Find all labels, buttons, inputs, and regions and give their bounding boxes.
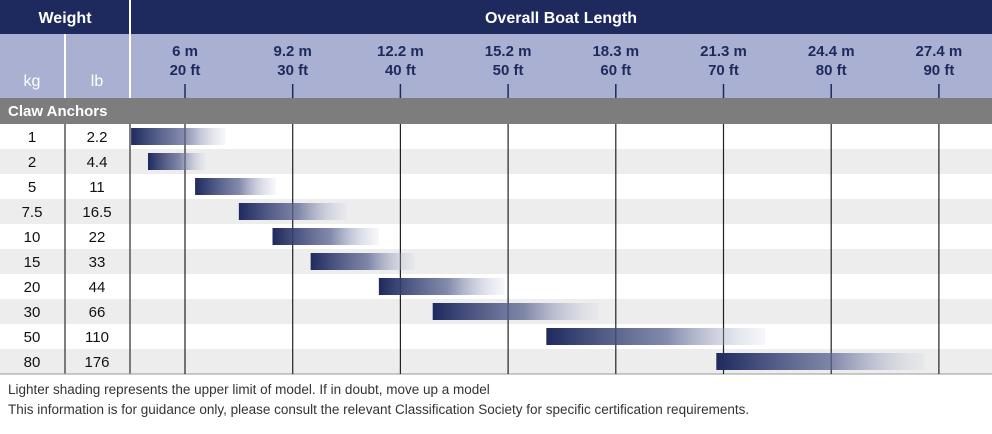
kg-cell: 5 <box>28 179 36 196</box>
range-bar <box>131 128 226 145</box>
lb-cell: 66 <box>89 304 106 321</box>
kg-cell: 30 <box>24 304 41 321</box>
kg-cell: 10 <box>24 229 41 246</box>
range-bar <box>238 203 347 220</box>
weight-header: Weight <box>38 10 92 27</box>
section-label: Claw Anchors <box>8 103 107 120</box>
kg-cell: 2 <box>28 154 36 171</box>
kg-cell: 20 <box>24 279 41 296</box>
tick-label-m: 21.3 m <box>700 43 747 60</box>
range-bar <box>195 178 276 195</box>
range-bar <box>272 228 379 245</box>
tick-label-ft: 60 ft <box>600 62 631 79</box>
kg-cell: 80 <box>24 354 41 371</box>
kg-cell: 15 <box>24 254 41 271</box>
tick-label-m: 24.4 m <box>808 43 855 60</box>
lb-header: lb <box>91 73 104 90</box>
bars-layer <box>131 128 925 370</box>
lb-cell: 44 <box>89 279 106 296</box>
range-bar <box>716 353 925 370</box>
subheader-band <box>0 34 992 98</box>
tick-label-ft: 70 ft <box>708 62 739 79</box>
tick-label-ft: 40 ft <box>385 62 416 79</box>
table-row <box>0 199 992 224</box>
tick-label-ft: 90 ft <box>923 62 954 79</box>
table-row <box>0 174 992 199</box>
tick-label-m: 18.3 m <box>592 43 639 60</box>
footnote-guidance: This information is for guidance only, p… <box>8 402 750 417</box>
tick-label-ft: 80 ft <box>816 62 847 79</box>
tick-label-m: 27.4 m <box>916 43 963 60</box>
tick-label-ft: 30 ft <box>277 62 308 79</box>
lb-cell: 110 <box>85 329 109 346</box>
range-bar <box>546 328 766 345</box>
range-bar <box>310 253 415 270</box>
kg-header: kg <box>24 73 41 90</box>
kg-cell: 7.5 <box>22 204 43 221</box>
lb-cell: 22 <box>89 229 106 246</box>
lb-cell: 16.5 <box>82 204 111 221</box>
range-bar <box>378 278 505 295</box>
tick-label-m: 15.2 m <box>485 43 532 60</box>
tick-label-ft: 20 ft <box>170 62 201 79</box>
header-band <box>0 0 992 34</box>
lb-cell: 4.4 <box>87 154 108 171</box>
grid-layer <box>0 124 992 375</box>
kg-cell: 1 <box>28 129 36 146</box>
lb-cell: 176 <box>84 354 109 371</box>
table-row <box>0 224 992 249</box>
tick-label-ft: 50 ft <box>493 62 524 79</box>
footnote-shading: Lighter shading represents the upper lim… <box>8 382 490 397</box>
anchor-chart: Weight Overall Boat Length kg lb Claw An… <box>0 0 992 375</box>
range-bar <box>147 153 206 170</box>
range-bar <box>432 303 599 320</box>
tick-label-m: 6 m <box>172 43 198 60</box>
length-header: Overall Boat Length <box>485 10 637 27</box>
table-row <box>0 324 992 349</box>
ticks-layer: 6 m 20 ft 9.2 m 30 ft 12.2 m 40 ft 15.2 m 50 ft… <box>170 43 963 98</box>
lb-cell: 2.2 <box>87 129 108 146</box>
kg-cell: 50 <box>24 329 41 346</box>
table-row <box>0 249 992 274</box>
tick-label-m: 12.2 m <box>377 43 424 60</box>
tick-label-m: 9.2 m <box>274 43 312 60</box>
section-band <box>0 98 992 124</box>
lb-cell: 33 <box>89 254 106 271</box>
lb-cell: 11 <box>89 179 105 196</box>
